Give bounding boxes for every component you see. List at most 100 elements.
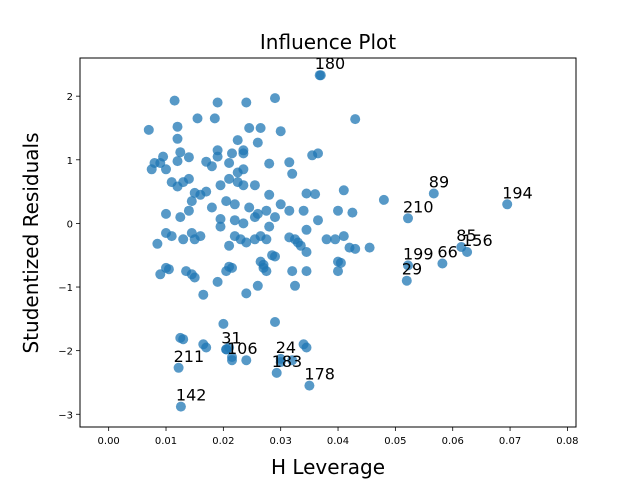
data-point <box>229 199 240 210</box>
labeled-data-point <box>462 247 473 257</box>
point-label: 211 <box>174 347 205 366</box>
data-point <box>255 123 266 133</box>
data-point <box>301 188 312 199</box>
data-point <box>261 266 272 277</box>
data-point <box>270 93 280 104</box>
labeled-data-point <box>403 213 413 224</box>
data-point <box>275 126 286 137</box>
y-axis-ticks: −3 −2 −1 0 1 2 <box>58 92 80 421</box>
data-point <box>301 342 312 353</box>
y-tick-label: −3 <box>58 410 73 421</box>
point-label: 106 <box>227 339 258 358</box>
data-point <box>161 164 171 175</box>
y-tick-label: 0 <box>67 219 73 230</box>
y-axis-label: Studentized Residuals <box>19 132 43 353</box>
data-point <box>270 317 280 327</box>
data-point <box>212 151 223 162</box>
data-point <box>338 231 349 242</box>
data-point <box>284 157 295 168</box>
data-point <box>227 148 237 159</box>
data-point <box>238 180 249 191</box>
data-point <box>238 164 249 175</box>
data-point <box>333 205 343 216</box>
data-point <box>215 221 226 232</box>
data-point <box>206 202 217 213</box>
data-point <box>232 135 243 146</box>
data-point <box>330 234 341 245</box>
labeled-data-point <box>502 199 513 210</box>
point-label: 194 <box>502 183 533 202</box>
x-tick-label: 0.02 <box>212 436 234 447</box>
data-point <box>224 173 235 184</box>
point-label: 210 <box>403 197 434 216</box>
point-label: 24 <box>276 338 296 357</box>
data-point <box>178 334 189 345</box>
point-label: 29 <box>402 260 422 279</box>
data-point <box>178 234 189 245</box>
data-point <box>301 224 312 235</box>
data-point <box>192 113 203 124</box>
data-point <box>321 234 332 245</box>
data-point <box>252 280 263 291</box>
labeled-data-point <box>175 401 186 412</box>
data-point <box>270 212 280 223</box>
data-point <box>350 243 361 254</box>
y-tick-label: −1 <box>58 283 73 294</box>
data-point <box>227 262 237 273</box>
data-point <box>146 164 157 175</box>
data-point <box>378 194 389 205</box>
data-point <box>313 148 323 159</box>
data-point <box>183 152 194 163</box>
x-tick-label: 0.04 <box>327 436 349 447</box>
data-point <box>218 318 229 329</box>
x-tick-label: 0.00 <box>98 436 120 447</box>
data-point <box>364 242 375 253</box>
plot-frame <box>79 57 577 428</box>
labeled-data-point <box>275 353 286 364</box>
x-tick-label: 0.03 <box>270 436 292 447</box>
labeled-data-point <box>428 188 439 199</box>
data-point <box>244 123 255 133</box>
data-point <box>338 185 349 196</box>
data-point <box>186 196 197 207</box>
x-tick-label: 0.01 <box>155 436 177 447</box>
data-point <box>175 147 186 158</box>
data-point <box>166 231 177 242</box>
point-label: 89 <box>429 173 449 192</box>
labeled-data-point <box>227 355 237 366</box>
data-point <box>238 148 249 159</box>
data-point <box>215 180 226 191</box>
labeled-data-point <box>437 258 448 269</box>
data-point <box>229 215 240 226</box>
data-point <box>143 124 154 135</box>
labeled-data-point <box>271 367 282 378</box>
data-point <box>201 186 212 197</box>
point-label: 180 <box>315 54 346 73</box>
point-label: 31 <box>221 328 241 347</box>
y-tick-label: −2 <box>58 347 73 358</box>
point-label: 178 <box>304 365 335 384</box>
data-point <box>212 276 223 287</box>
data-point <box>212 97 223 108</box>
data-point <box>335 257 346 268</box>
data-point <box>301 266 312 277</box>
points-layer <box>143 70 513 412</box>
labeled-data-point <box>401 275 412 286</box>
data-point <box>261 205 272 216</box>
x-tick-label: 0.07 <box>499 436 521 447</box>
data-point <box>172 121 183 132</box>
data-point <box>252 137 263 148</box>
data-point <box>264 189 275 200</box>
data-point <box>333 266 343 277</box>
data-point <box>301 247 312 257</box>
data-point <box>172 133 183 144</box>
data-point <box>224 240 235 251</box>
x-axis-ticks: 0.00 0.01 0.02 0.03 0.04 0.05 0.06 0.07 0.08 <box>98 427 579 447</box>
data-point <box>152 238 163 249</box>
data-point <box>183 173 194 184</box>
data-point <box>264 221 275 232</box>
data-point <box>270 251 280 262</box>
data-point <box>189 272 200 283</box>
